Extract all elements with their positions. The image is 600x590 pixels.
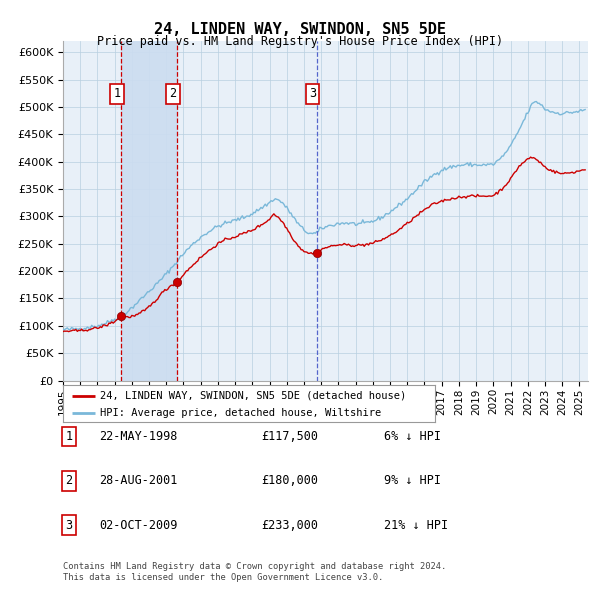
Text: Contains HM Land Registry data © Crown copyright and database right 2024.: Contains HM Land Registry data © Crown c… bbox=[63, 562, 446, 571]
Text: 24, LINDEN WAY, SWINDON, SN5 5DE: 24, LINDEN WAY, SWINDON, SN5 5DE bbox=[154, 22, 446, 37]
Text: £233,000: £233,000 bbox=[261, 519, 318, 532]
Text: £117,500: £117,500 bbox=[261, 430, 318, 443]
Text: 6% ↓ HPI: 6% ↓ HPI bbox=[384, 430, 441, 443]
Text: 1: 1 bbox=[113, 87, 121, 100]
Text: 22-MAY-1998: 22-MAY-1998 bbox=[99, 430, 178, 443]
Bar bbox=[121, 41, 178, 381]
Text: HPI: Average price, detached house, Wiltshire: HPI: Average price, detached house, Wilt… bbox=[100, 408, 382, 418]
Text: This data is licensed under the Open Government Licence v3.0.: This data is licensed under the Open Gov… bbox=[63, 573, 383, 582]
Text: 2: 2 bbox=[170, 87, 177, 100]
Text: 3: 3 bbox=[65, 519, 73, 532]
Text: Price paid vs. HM Land Registry's House Price Index (HPI): Price paid vs. HM Land Registry's House … bbox=[97, 35, 503, 48]
Text: 21% ↓ HPI: 21% ↓ HPI bbox=[384, 519, 448, 532]
Text: 02-OCT-2009: 02-OCT-2009 bbox=[99, 519, 178, 532]
Text: 28-AUG-2001: 28-AUG-2001 bbox=[99, 474, 178, 487]
Text: 2: 2 bbox=[65, 474, 73, 487]
Text: £180,000: £180,000 bbox=[261, 474, 318, 487]
Text: 3: 3 bbox=[309, 87, 316, 100]
Text: 24, LINDEN WAY, SWINDON, SN5 5DE (detached house): 24, LINDEN WAY, SWINDON, SN5 5DE (detach… bbox=[100, 391, 406, 401]
Text: 9% ↓ HPI: 9% ↓ HPI bbox=[384, 474, 441, 487]
Text: 1: 1 bbox=[65, 430, 73, 443]
